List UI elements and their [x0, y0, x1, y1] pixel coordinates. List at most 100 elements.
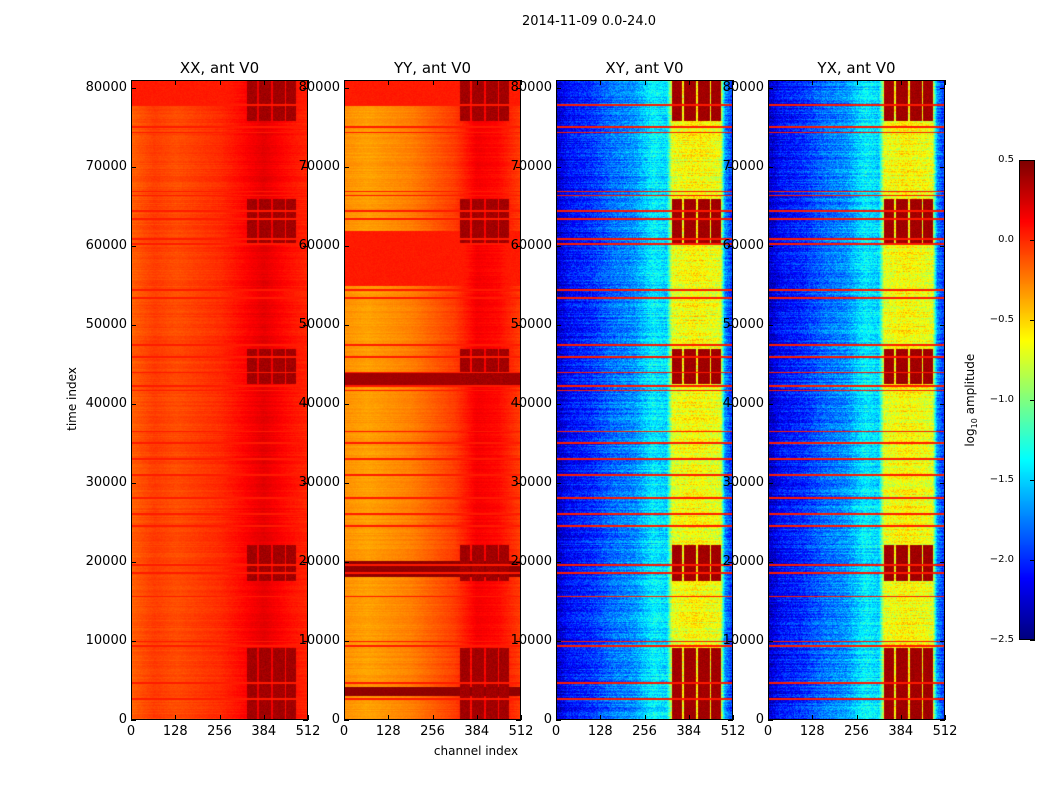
y-tick	[768, 482, 773, 484]
x-tick	[733, 80, 734, 85]
x-tick	[600, 80, 602, 85]
y-tick	[344, 403, 349, 405]
x-tick	[688, 80, 690, 85]
y-tick	[303, 166, 308, 168]
y-tick	[303, 324, 308, 326]
x-tick-label: 256	[844, 724, 869, 739]
y-tick	[940, 166, 945, 168]
y-tick-label: 10000	[510, 632, 552, 648]
y-tick	[303, 87, 308, 89]
x-tick	[644, 715, 646, 720]
colorbar-tick	[1030, 640, 1035, 641]
y-tick	[728, 403, 733, 405]
y-tick-label: 80000	[722, 79, 764, 95]
y-tick	[516, 640, 521, 642]
y-tick	[516, 245, 521, 247]
heatmap-image	[345, 81, 520, 719]
colorbar-tick-label: −2.5	[989, 634, 1014, 645]
y-tick-label: 10000	[85, 632, 127, 648]
y-tick	[728, 245, 733, 247]
y-tick	[131, 720, 136, 721]
y-tick	[131, 245, 136, 247]
y-tick	[940, 245, 945, 247]
y-tick	[940, 561, 945, 563]
y-tick	[768, 403, 773, 405]
y-tick	[556, 640, 561, 642]
y-tick	[516, 87, 521, 89]
y-tick-label: 30000	[510, 474, 552, 490]
y-tick	[344, 561, 349, 563]
y-tick-label: 80000	[298, 79, 340, 95]
x-tick	[768, 715, 769, 720]
x-tick	[131, 80, 132, 85]
heatmap-image	[132, 81, 307, 719]
y-tick-label: 10000	[298, 632, 340, 648]
colorbar-tick	[1030, 560, 1035, 561]
heatmap-image	[769, 81, 944, 719]
x-tick-label: 256	[207, 724, 232, 739]
y-tick	[556, 403, 561, 405]
x-tick	[344, 80, 345, 85]
y-tick-label: 20000	[85, 553, 127, 569]
y-tick-label: 20000	[510, 553, 552, 569]
x-tick	[688, 715, 690, 720]
y-tick	[131, 324, 136, 326]
x-tick	[476, 80, 478, 85]
x-tick-label: 128	[587, 724, 613, 739]
x-tick	[263, 80, 265, 85]
x-tick	[308, 715, 309, 720]
y-tick	[303, 245, 308, 247]
x-tick	[263, 715, 265, 720]
x-tick-label: 512	[295, 724, 321, 739]
y-tick-label: 40000	[510, 395, 552, 411]
x-tick-label: 512	[932, 724, 958, 739]
y-tick	[728, 166, 733, 168]
y-tick	[940, 720, 945, 721]
y-tick-label: 40000	[85, 395, 127, 411]
y-tick	[516, 720, 521, 721]
y-tick	[728, 482, 733, 484]
y-tick	[728, 640, 733, 642]
y-tick	[940, 87, 945, 89]
x-tick	[733, 715, 734, 720]
y-tick	[728, 324, 733, 326]
y-tick-label: 70000	[510, 158, 552, 174]
colorbar-tick-label: 0.5	[998, 154, 1014, 165]
x-tick	[768, 80, 769, 85]
x-tick	[521, 80, 522, 85]
y-tick	[768, 87, 773, 89]
y-tick	[303, 482, 308, 484]
x-tick-label: 384	[676, 724, 702, 739]
x-tick	[600, 715, 602, 720]
heatmap-image	[557, 81, 732, 719]
y-tick-label: 60000	[722, 237, 764, 253]
y-tick-label: 40000	[298, 395, 340, 411]
y-tick-label: 0	[118, 712, 127, 727]
y-tick	[728, 561, 733, 563]
x-tick	[812, 715, 814, 720]
y-tick	[344, 166, 349, 168]
y-tick-label: 50000	[298, 316, 340, 332]
x-tick	[131, 715, 132, 720]
y-tick-label: 20000	[298, 553, 340, 569]
y-tick	[556, 245, 561, 247]
colorbar-tick-label: −2.0	[989, 554, 1014, 565]
panel-title: YX, ant V0	[817, 59, 896, 77]
y-tick-label: 0	[331, 712, 340, 727]
colorbar-tick-label: −1.0	[989, 394, 1014, 405]
x-tick-label: 0	[551, 724, 561, 739]
x-tick-label: 0	[339, 724, 349, 739]
y-tick	[131, 640, 136, 642]
x-tick-label: 128	[799, 724, 825, 739]
colorbar-tick-label: 0.0	[998, 234, 1014, 245]
y-tick-label: 0	[755, 712, 764, 727]
y-tick-label: 60000	[85, 237, 127, 253]
y-tick	[768, 245, 773, 247]
figure-title: 2014-11-09 0.0-24.0	[522, 14, 656, 29]
x-tick-label: 128	[375, 724, 401, 739]
y-tick	[940, 403, 945, 405]
x-tick-label: 256	[632, 724, 657, 739]
y-tick	[344, 640, 349, 642]
colorbar-tick	[1030, 400, 1035, 401]
y-tick	[303, 640, 308, 642]
